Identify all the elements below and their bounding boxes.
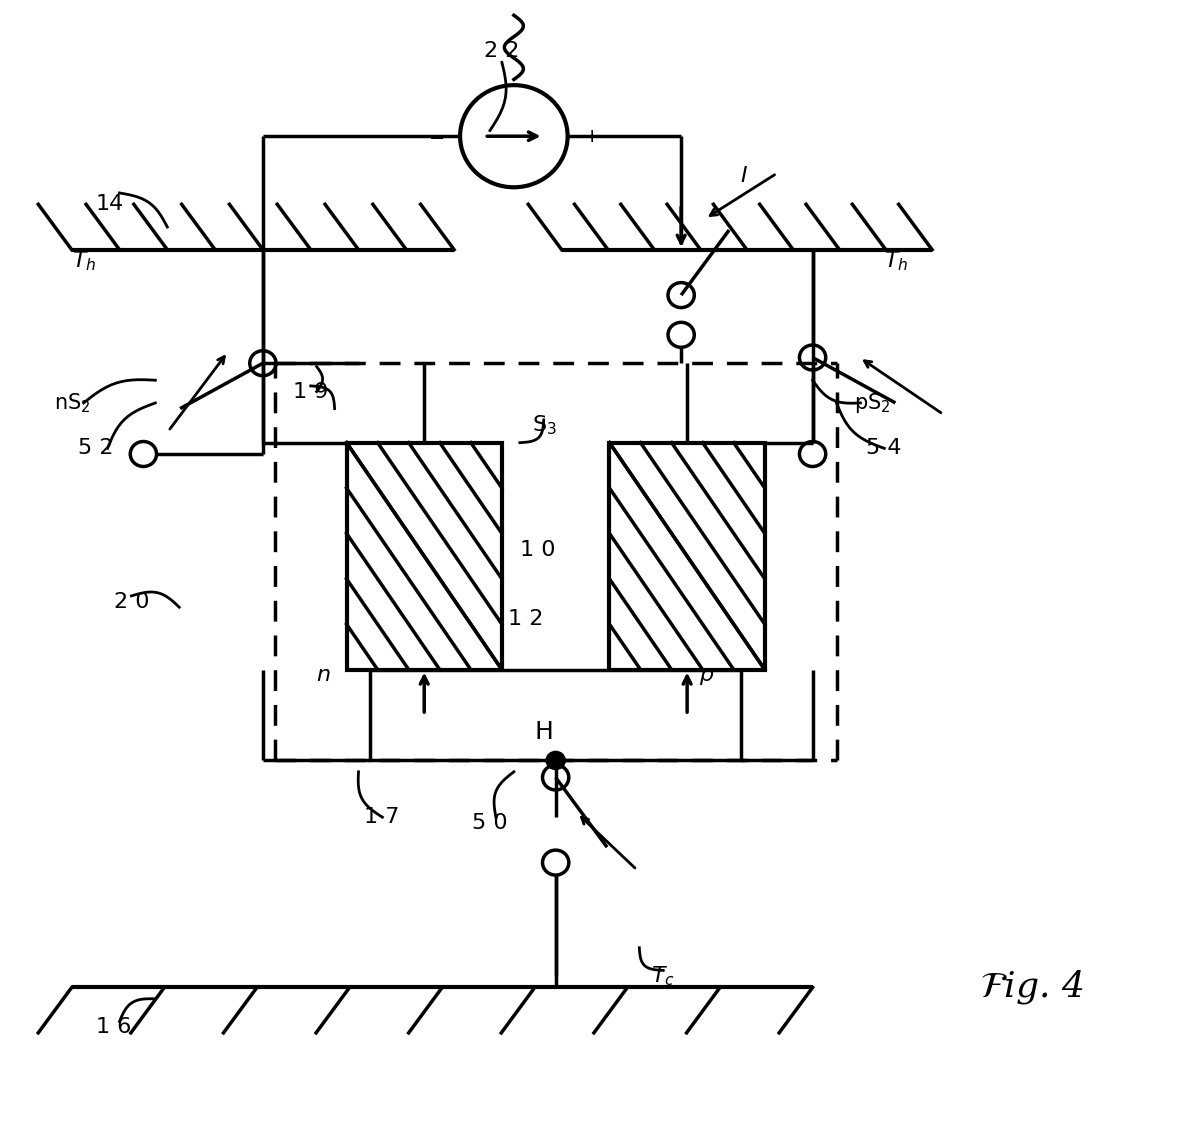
Text: 1 6: 1 6	[96, 1017, 131, 1037]
Text: H: H	[534, 720, 553, 745]
Text: 14: 14	[96, 194, 124, 215]
Text: 5 0: 5 0	[472, 813, 508, 833]
Text: 1 0: 1 0	[520, 540, 556, 561]
Text: $T_h$: $T_h$	[72, 250, 96, 272]
Text: I: I	[741, 166, 748, 186]
Circle shape	[546, 751, 565, 770]
Bar	[370, 670, 741, 760]
Text: 1 7: 1 7	[364, 807, 400, 827]
Text: $\mathcal{F}$ig. 4: $\mathcal{F}$ig. 4	[980, 968, 1084, 1007]
Text: 1 2: 1 2	[508, 608, 544, 629]
Text: $+$: $+$	[583, 127, 600, 145]
Text: S$_3$: S$_3$	[532, 414, 557, 437]
Text: pS$_2$: pS$_2$	[854, 390, 891, 415]
Text: 2 0: 2 0	[114, 591, 149, 612]
Text: 5 4: 5 4	[866, 438, 902, 459]
Bar	[609, 443, 765, 670]
Bar	[347, 443, 502, 670]
Text: nS$_2$: nS$_2$	[54, 392, 91, 414]
Text: $-$: $-$	[428, 127, 445, 145]
Text: $T_h$: $T_h$	[884, 250, 908, 272]
Text: 1 9: 1 9	[293, 381, 329, 402]
Text: 2 2: 2 2	[484, 41, 520, 61]
Text: p: p	[699, 665, 713, 686]
Text: $T_c$: $T_c$	[651, 965, 675, 987]
Text: n: n	[317, 665, 331, 686]
Text: 5 2: 5 2	[78, 438, 114, 459]
